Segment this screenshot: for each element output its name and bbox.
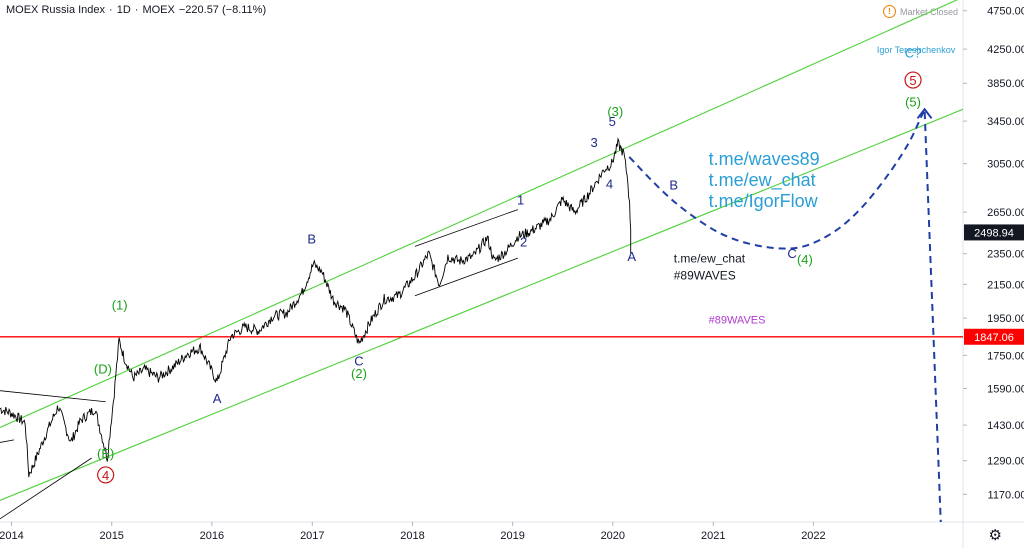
x-tick-label-0: 2014 [0,530,24,542]
y-tick-label-4: 1750.00 [987,350,1024,362]
wave-label-8: 1 [517,192,524,207]
channel-upper [0,0,959,429]
wave-label-20: (5) [905,94,921,109]
exchange-label: MOEX [142,4,175,16]
wave-label-25: #89WAVES [674,269,736,283]
wave-label-3: 4 [102,468,109,483]
wave-label-18: C? [905,45,922,60]
y-tick-label-13: 4750.00 [987,6,1024,18]
support-price-label: 1847.06 [974,332,1014,344]
current-price-label-bg [964,224,1024,241]
wave-label-16: C [787,246,796,261]
channel-lower [0,108,963,501]
wave-label-9: 2 [520,234,527,249]
wave-label-6: C [354,353,363,368]
wave-label-10: 3 [591,135,598,150]
gear-icon[interactable]: ⚙ [988,527,1002,544]
symbol-title[interactable]: MOEX Russia Index [6,4,106,16]
wave-label-11: 4 [606,176,613,191]
header-separator: · [109,4,113,16]
wave-label-14: A [627,249,636,264]
x-tick-label-6: 2020 [601,530,625,542]
wave-label-0: (1) [112,297,128,312]
wave-label-13: (3) [607,104,623,119]
wave-label-7: (2) [351,366,367,381]
price-change: −220.57 (−8.11%) [178,4,267,16]
y-tick-label-0: 1170.00 [988,489,1024,501]
x-tick-label-5: 2019 [500,530,524,542]
chart-header: MOEX Russia Index · 1D · MOEX −220.57 (−… [6,4,266,16]
y-tick-label-12: 4250.00 [987,44,1024,56]
wave-label-24: t.me/ew_chat [674,252,746,266]
y-tick-label-7: 2350.00 [987,249,1024,261]
x-tick-label-3: 2017 [300,530,324,542]
x-tick-label-7: 2021 [701,530,725,542]
wave-label-23: t.me/IgorFlow [709,191,819,211]
current-price-label: 2498.94 [974,227,1014,239]
x-tick-label-1: 2015 [99,530,123,542]
y-tick-label-10: 3450.00 [987,116,1024,128]
x-tick-label-8: 2022 [801,530,825,542]
y-tick-label-11: 3850.00 [987,78,1024,90]
wave-circle-19 [904,71,922,89]
wave-circle-3 [97,466,115,484]
market-status-label: Market Closed [899,6,958,17]
wave-label-1: (D) [94,362,112,377]
interval-label[interactable]: 1D [116,4,131,16]
header-separator-2: · [134,4,139,16]
wave-label-22: t.me/ew_chat [709,170,816,191]
wave-label-12: 5 [609,114,616,129]
wave-label-5: B [307,232,316,247]
y-tick-label-5: 1950.00 [987,313,1024,325]
x-tick-label-4: 2018 [400,530,424,542]
y-tick-label-1: 1290.00 [987,456,1024,468]
market-status: ! Market Closed [882,5,958,18]
wave-label-27: Igor Tereshchenkov [877,45,956,55]
wave-label-26: #89WAVES [709,314,766,326]
triangle-upper [414,209,518,247]
y-tick-label-3: 1590.00 [987,383,1024,395]
wave-label-17: (4) [797,252,813,267]
projection-arrowhead [916,107,933,119]
alert-circle-icon: ! [882,5,896,18]
trend-line-3 [0,457,92,520]
wave-label-4: A [213,391,222,406]
y-tick-label-9: 3050.00 [987,159,1024,171]
y-tick-label-2: 1430.00 [987,420,1024,432]
projection-path [628,108,942,522]
trend-line-2 [0,439,15,443]
y-tick-label-6: 2150.00 [987,279,1024,291]
wave-label-2: (E) [97,446,114,461]
price-series-line [0,137,632,478]
triangle-lower [414,257,519,297]
wave-label-19: 5 [909,73,916,88]
trend-line-1 [0,390,106,403]
wave-label-21: t.me/waves89 [709,149,820,169]
x-tick-label-2: 2016 [200,530,224,542]
wave-label-15: B [669,177,678,192]
y-tick-label-8: 2650.00 [987,207,1024,219]
support-price-label-bg [964,328,1024,345]
